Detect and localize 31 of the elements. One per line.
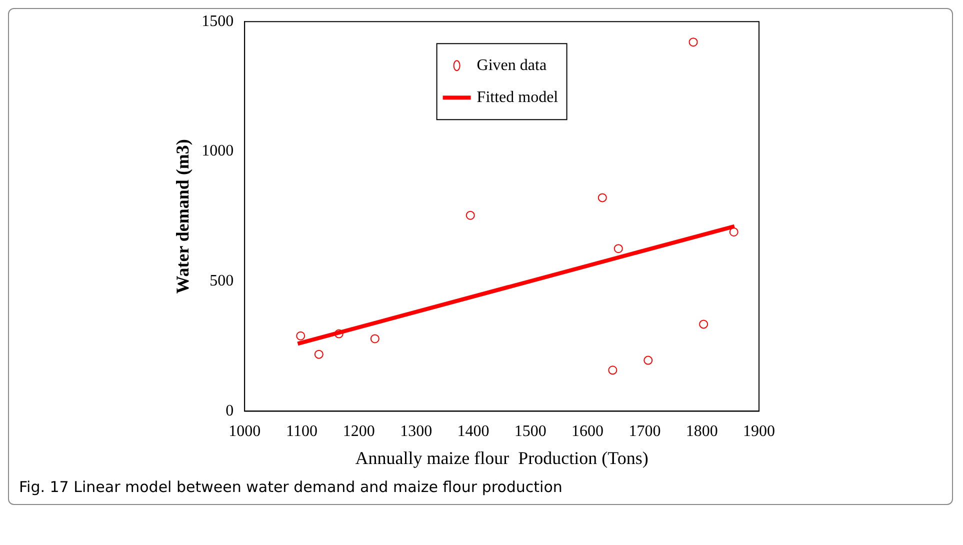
point: [314, 350, 324, 359]
x-tick-label: 1900: [743, 423, 775, 440]
y-axis-title: Water demand (m3): [172, 139, 192, 294]
x-tick-label: 1600: [572, 423, 604, 440]
point: [699, 320, 708, 329]
x-tick-label: 1400: [457, 423, 490, 440]
point: [644, 356, 653, 365]
x-tick-label: 1100: [286, 423, 318, 440]
legend-label: Fitted model: [476, 88, 559, 106]
x-tick-label: 1300: [400, 423, 432, 440]
x-tick-label: 1200: [342, 423, 375, 440]
x-tick-label: 1500: [514, 423, 546, 440]
point: [598, 193, 607, 202]
y-tick-label: 1000: [202, 142, 234, 160]
x-tick-label: 1800: [686, 423, 718, 440]
point: [614, 244, 623, 254]
y-tick-label: 1500: [202, 12, 234, 30]
caption: Fig. 17 Linear model between water demand and maize flour production: [18, 477, 564, 498]
point: [688, 38, 698, 47]
point: [370, 334, 380, 344]
x-tick-label: 1700: [628, 423, 661, 440]
y-tick-label: 500: [210, 272, 234, 290]
y-tick-label: 0: [226, 402, 234, 420]
x-tick-label: 1000: [228, 423, 261, 440]
point: [296, 331, 306, 340]
legend-label: Given data: [476, 56, 547, 74]
point: [729, 227, 738, 236]
point: [608, 366, 618, 375]
point: [466, 210, 475, 220]
x-axis-title: Annually maize flour Production (Tons): [355, 448, 648, 468]
point: [334, 329, 344, 338]
